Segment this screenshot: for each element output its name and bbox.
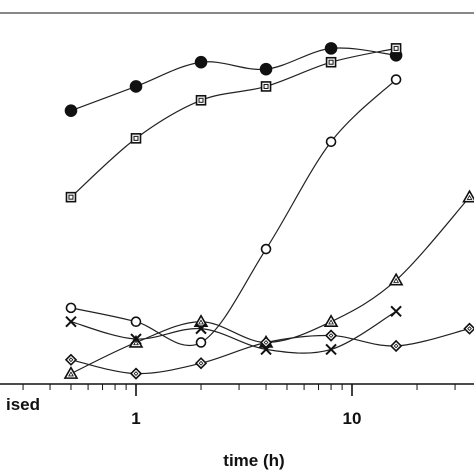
data-point-filled-circle [324,42,338,55]
data-point-diamond [129,367,143,380]
data-point-triangle [323,314,339,328]
data-point-diamond [324,329,338,342]
data-point-triangle [462,189,474,203]
series-lines [70,47,470,375]
data-point-square [195,94,207,106]
series-line-diamond [70,328,470,375]
data-point-open-circle [260,243,272,255]
data-point-cross [65,316,77,328]
x-axis-title: time (h) [223,451,284,470]
data-point-diamond [194,357,208,370]
data-point-filled-circle [259,62,273,76]
series-line-filled-circle [70,47,397,112]
data-point-triangle [388,272,404,286]
data-point-cross [260,343,272,356]
data-point-diamond [389,339,403,353]
data-point-diamond [259,336,273,349]
data-point-square [260,81,272,92]
data-point-square [390,43,402,54]
data-point-square [65,191,77,203]
data-point-cross [390,305,402,318]
series-line-cross [70,310,397,354]
data-point-filled-circle [194,55,208,69]
x-tick-label-10: 10 [343,409,362,428]
data-point-open-circle [195,337,207,348]
y-axis-label-fragment: ised [6,395,40,414]
data-point-open-circle [325,136,337,148]
data-point-cross [325,343,337,356]
data-point-diamond [64,353,78,366]
data-point-open-circle [130,316,142,328]
data-point-diamond [463,322,474,335]
data-point-filled-circle [129,80,143,93]
data-point-triangle [63,366,79,379]
data-point-filled-circle [64,104,78,117]
data-point-square [325,56,337,68]
series-line-open-circle [70,79,397,347]
data-point-cross [130,333,142,345]
data-point-open-circle [390,74,402,85]
data-point-square [130,133,142,144]
x-tick-label-1: 1 [131,409,140,428]
series-markers [63,42,474,380]
data-point-triangle [193,314,209,328]
data-point-cross [195,322,207,335]
x-axis-ticks [22,384,456,396]
data-point-open-circle [65,302,77,314]
